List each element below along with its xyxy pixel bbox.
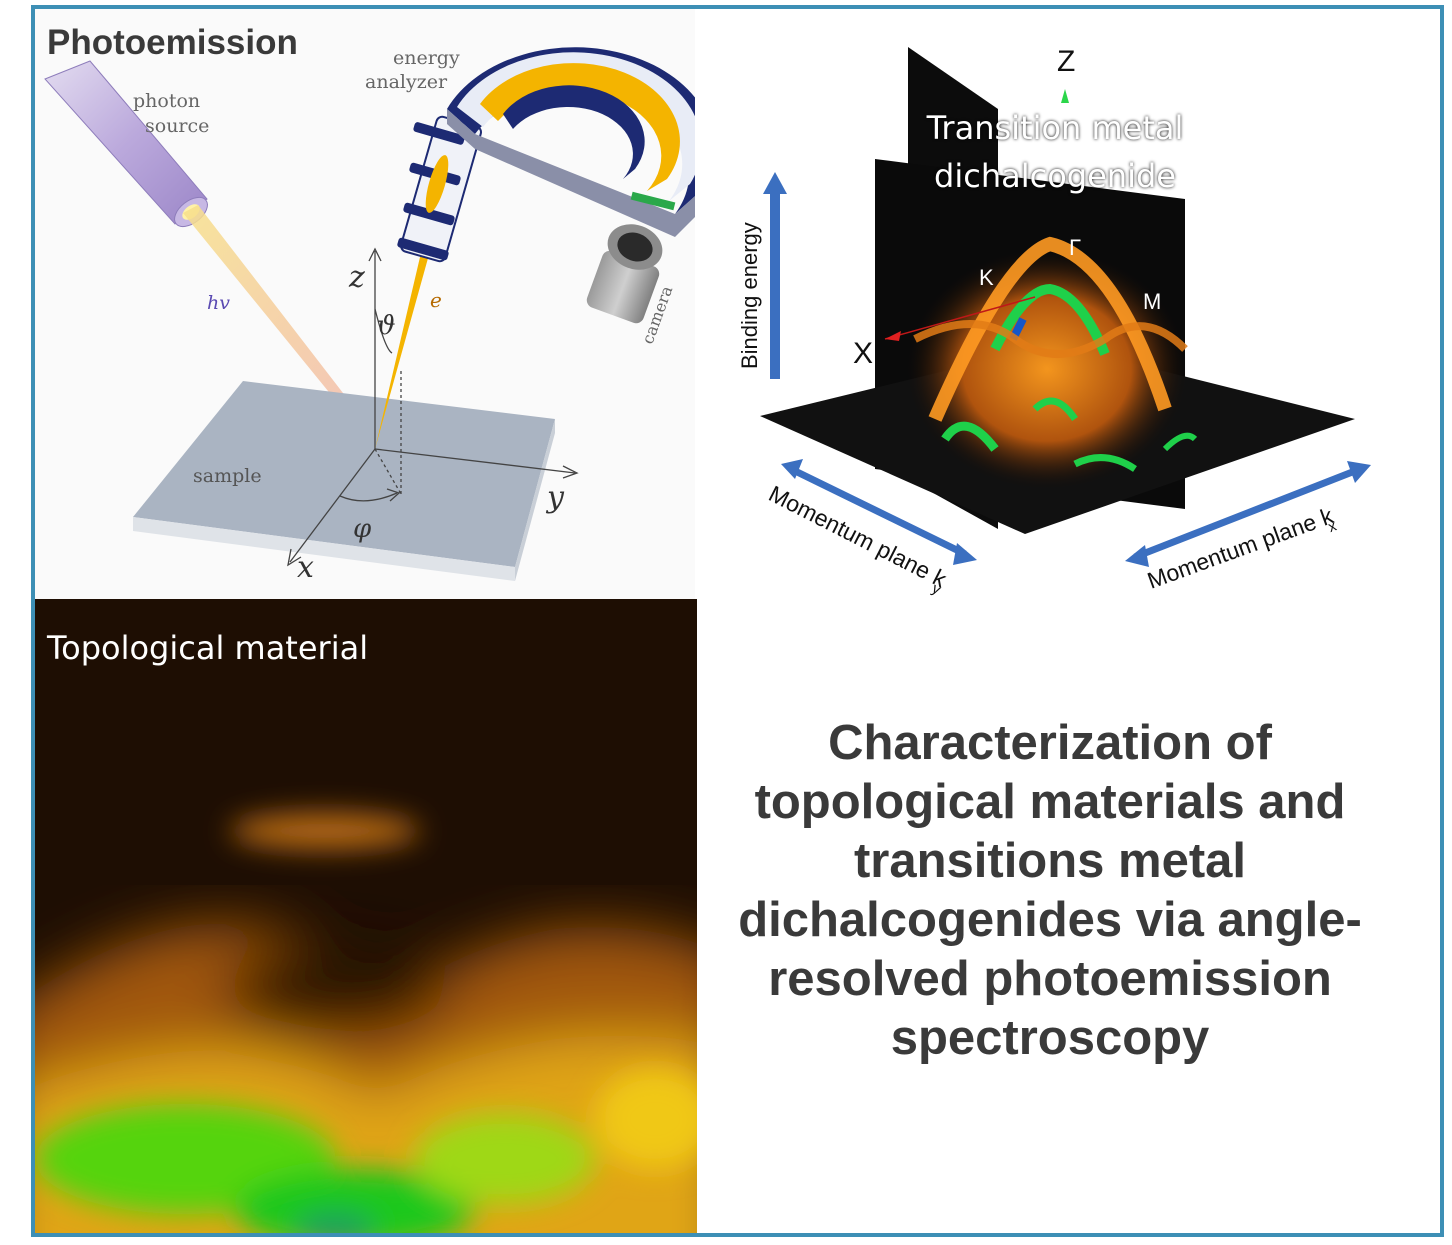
gamma-point-label: Γ (1069, 235, 1081, 260)
phi-label: φ (353, 514, 372, 544)
coordinate-axes (287, 247, 579, 567)
x-axis-line (884, 296, 1036, 340)
momentum-kx-arrow (1125, 461, 1371, 567)
z-axis-label: z (348, 260, 365, 295)
photon-beam (183, 205, 380, 445)
topological-label: Topological material (47, 629, 369, 667)
x-axis-label: x (297, 550, 314, 585)
tmd-title: Transition metal dichalcogenide (895, 104, 1215, 200)
photoemission-schematic: photon source energy analyzer camera hv … (44, 47, 715, 585)
main-title-line4: dichalcogenides via angle- (738, 893, 1362, 947)
photoemission-heading: Photoemission (47, 23, 298, 62)
momentum-ky-arrow (781, 459, 977, 565)
energy-analyzer (447, 47, 715, 237)
main-title-line2: topological materials and (754, 775, 1346, 829)
figure-frame: photon source energy analyzer camera hv … (31, 5, 1444, 1237)
camera-icon (586, 224, 663, 324)
hv-label: hv (207, 292, 230, 314)
binding-energy-label: Binding energy (737, 222, 762, 369)
main-title-line3: transitions metal (853, 834, 1247, 888)
tmd-title-line1: Transition metal (926, 109, 1184, 147)
z-axis-marker (1061, 89, 1069, 103)
analyzer-label-2: analyzer (365, 71, 448, 93)
topological-arpes-image (35, 599, 697, 1233)
tmd-title-line2: dichalcogenide (934, 157, 1176, 195)
sample-slab (133, 381, 555, 581)
main-title-line1: Characterization of (828, 716, 1272, 770)
electron-label: e (430, 288, 442, 312)
k-point-label: K (979, 265, 994, 290)
topological-panel: Topological material (35, 599, 697, 1233)
analyzer-label-1: energy (393, 47, 460, 69)
main-title-line5: resolved photoemission (768, 952, 1332, 1006)
tmd-volume-render: Z Γ K M X Binding energy Momentum plane … (737, 45, 1371, 599)
y-axis-label: y (545, 480, 565, 515)
band-structure (907, 236, 1198, 489)
main-title-line6: spectroscopy (890, 1011, 1210, 1065)
m-point-label: M (1143, 289, 1161, 314)
svg-text:x: x (1326, 517, 1339, 536)
photon-source-label-1: photon (133, 90, 200, 112)
photoemission-panel: photon source energy analyzer camera hv … (35, 9, 715, 599)
tmd-panel: Z Γ K M X Binding energy Momentum plane … (695, 9, 1440, 604)
photon-source-tube (44, 60, 208, 228)
theta-label: ϑ (377, 311, 396, 341)
x-axis-marker (885, 331, 901, 341)
photon-source-label-2: source (145, 115, 209, 137)
x-axis-label: X (853, 337, 873, 370)
main-title: Characterization of topological material… (685, 714, 1415, 1068)
sample-label: sample (193, 465, 262, 487)
binding-energy-arrow (763, 172, 787, 379)
z-axis-label: Z (1057, 45, 1075, 78)
